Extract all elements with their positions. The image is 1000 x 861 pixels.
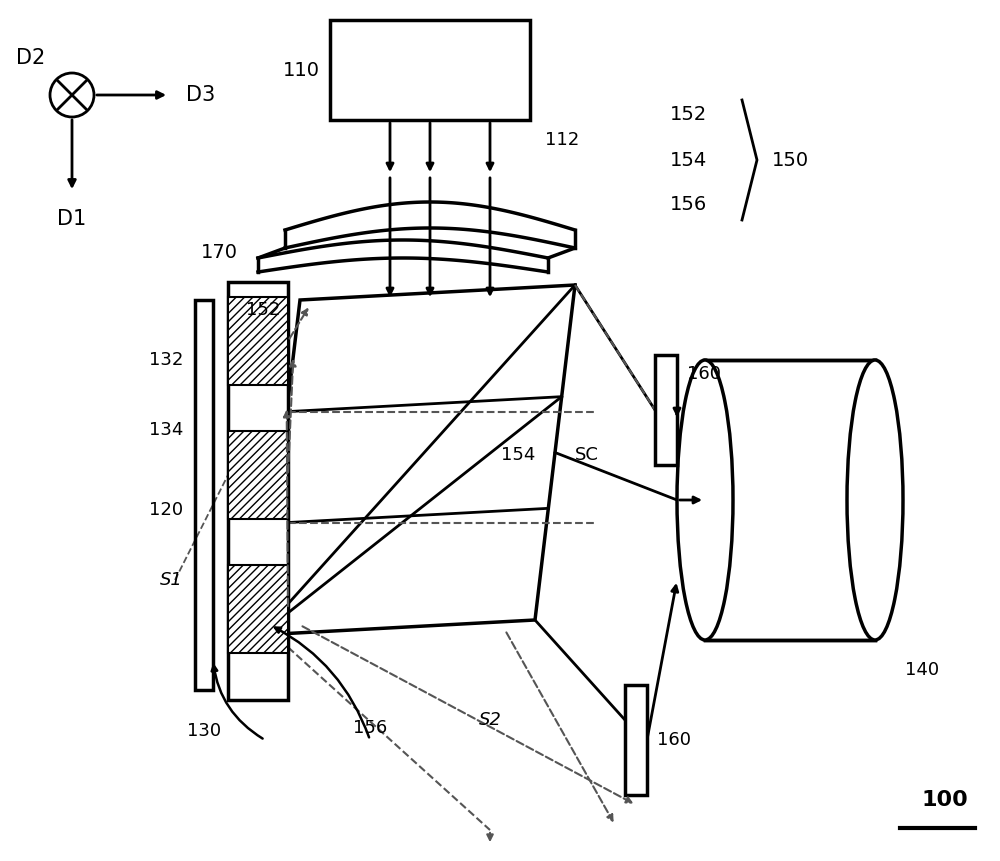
Text: 150: 150 [772,151,809,170]
Text: 152: 152 [246,301,280,319]
Text: 160: 160 [657,731,691,749]
Text: 156: 156 [353,719,387,737]
Bar [228,565,288,653]
Text: 154: 154 [501,446,535,464]
Bar [228,282,288,700]
Text: 170: 170 [201,243,238,262]
Ellipse shape [847,360,903,640]
Text: D3: D3 [186,85,215,105]
Text: 100: 100 [922,790,968,810]
Text: 110: 110 [283,60,320,79]
Text: 134: 134 [149,421,183,439]
Text: 154: 154 [670,151,707,170]
Text: 120: 120 [149,501,183,519]
Bar [228,431,288,519]
Ellipse shape [677,360,733,640]
Text: 112: 112 [545,131,579,149]
Text: S2: S2 [479,711,501,729]
Text: S1: S1 [160,571,183,589]
Bar [625,685,647,795]
Text: 140: 140 [905,661,939,679]
Bar [705,360,875,640]
Text: 152: 152 [670,106,707,125]
Text: 132: 132 [149,351,183,369]
Text: 130: 130 [187,722,221,740]
Text: D1: D1 [57,209,87,229]
Text: 160: 160 [687,365,721,383]
Bar [330,20,530,120]
Bar [228,297,288,385]
Text: 156: 156 [670,195,707,214]
Bar [195,300,213,690]
Text: D2: D2 [16,48,45,68]
Bar [655,355,677,465]
Text: SC: SC [575,446,599,464]
